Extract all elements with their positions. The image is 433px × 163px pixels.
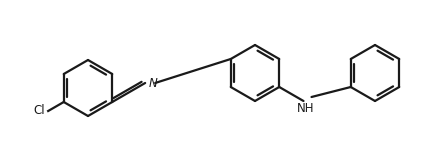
Text: Cl: Cl <box>33 104 45 118</box>
Text: N: N <box>149 76 158 89</box>
Text: NH: NH <box>297 102 314 115</box>
